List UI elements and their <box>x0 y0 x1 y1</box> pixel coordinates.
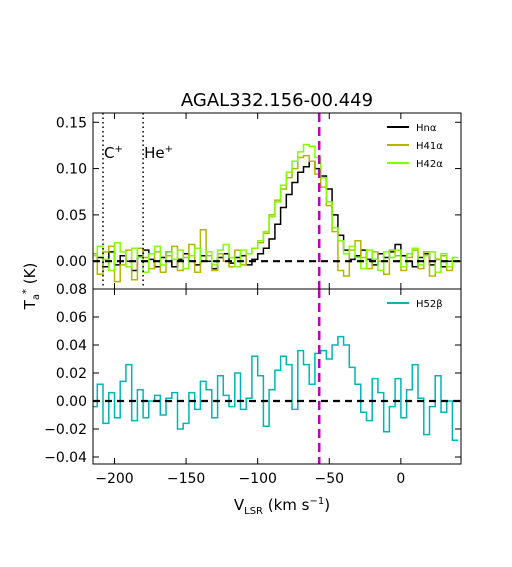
ytick-label: 0.02 <box>56 366 87 382</box>
ytick-label: 0.15 <box>56 115 87 131</box>
xtick-label: −100 <box>238 471 276 487</box>
ytick-label: −0.02 <box>44 422 87 438</box>
xtick-label: −200 <box>95 471 133 487</box>
ytick-label: 0.10 <box>56 162 87 178</box>
panel-frame <box>92 288 462 465</box>
xtick-label: 0 <box>396 471 405 487</box>
ytick-label: 0.06 <box>56 310 87 326</box>
legend-label: H41α <box>416 141 443 152</box>
ytick-label: 0.05 <box>56 208 87 224</box>
xtick-label: −50 <box>314 471 344 487</box>
x-axis: −200 −150 −100 −50 0 <box>95 471 405 487</box>
ytick-label: 0.04 <box>56 338 87 354</box>
ytick-label: −0.04 <box>44 450 87 466</box>
bottom-panel: 0.08 0.06 0.04 0.02 0.00 −0.02 −0.04 H52β <box>44 282 462 466</box>
legend-label: H52β <box>416 299 443 310</box>
top-panel: C+ He+ 0.15 0.10 0.05 0.00 Hnα H41α H42α <box>56 112 462 290</box>
ytick-label: 0.08 <box>56 282 87 298</box>
y-axis-label: Ta* (K) <box>21 263 42 311</box>
ytick-label: 0.00 <box>56 394 87 410</box>
chart-title: AGAL332.156-00.449 <box>181 90 373 111</box>
series-line-0-1 <box>93 154 459 283</box>
xtick-label: −150 <box>167 471 205 487</box>
annotation-label-0: C+ <box>104 144 123 162</box>
annotation-label-1: He+ <box>144 144 173 162</box>
ytick-label: 0.00 <box>56 254 87 270</box>
series-line-0-2 <box>93 143 459 274</box>
legend-label: H42α <box>416 159 443 170</box>
series-line-1-0 <box>93 335 459 441</box>
legend-label: Hnα <box>416 123 437 134</box>
x-axis-label: VLSR (km s−1) <box>234 496 330 517</box>
